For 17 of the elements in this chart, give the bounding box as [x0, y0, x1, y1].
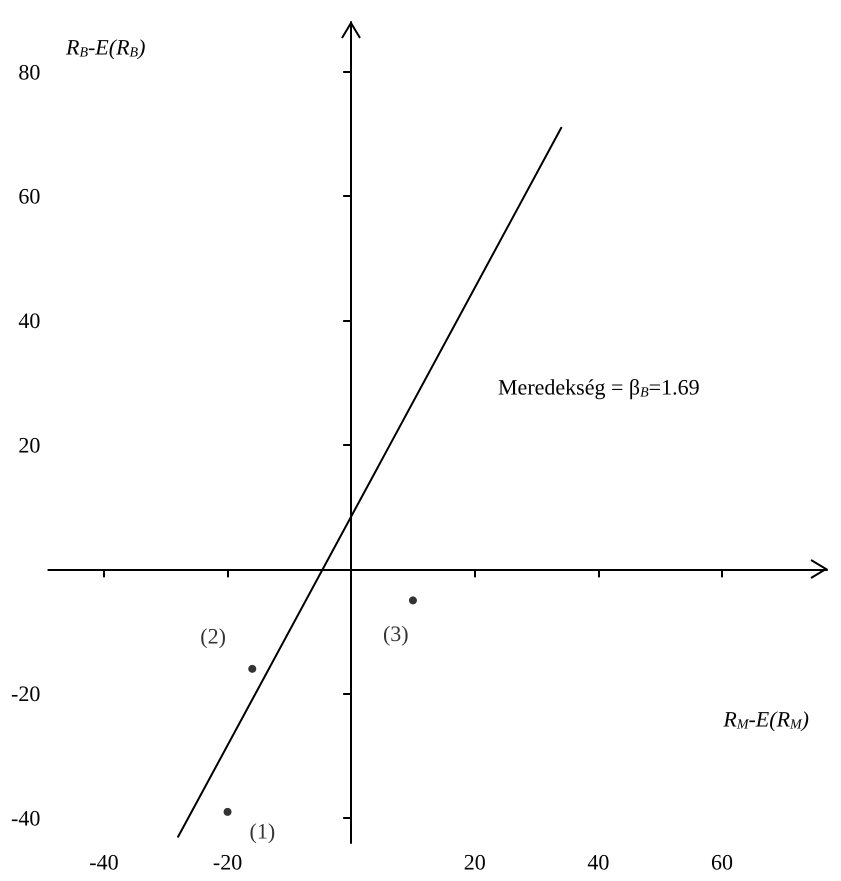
- y-tick-label: 40: [18, 308, 40, 334]
- x-tick-label: 60: [710, 850, 733, 874]
- y-tick-label: 80: [18, 59, 40, 84]
- y-tick-label: -20: [11, 681, 40, 706]
- annotation: (3): [382, 620, 409, 646]
- point: [248, 664, 256, 673]
- x-tick-label: 20: [464, 850, 486, 874]
- x-tick-label: 40: [587, 850, 610, 874]
- x-tick-label: -20: [212, 850, 242, 874]
- annotation: (1): [250, 818, 276, 844]
- x-tick-label: -40: [89, 850, 119, 874]
- point: [408, 596, 417, 604]
- y-tick-label: -40: [11, 806, 40, 831]
- annotation: (2): [200, 623, 226, 648]
- y-tick-label: 20: [18, 432, 40, 458]
- point: [224, 808, 232, 816]
- y-tick-label: 60: [18, 184, 40, 209]
